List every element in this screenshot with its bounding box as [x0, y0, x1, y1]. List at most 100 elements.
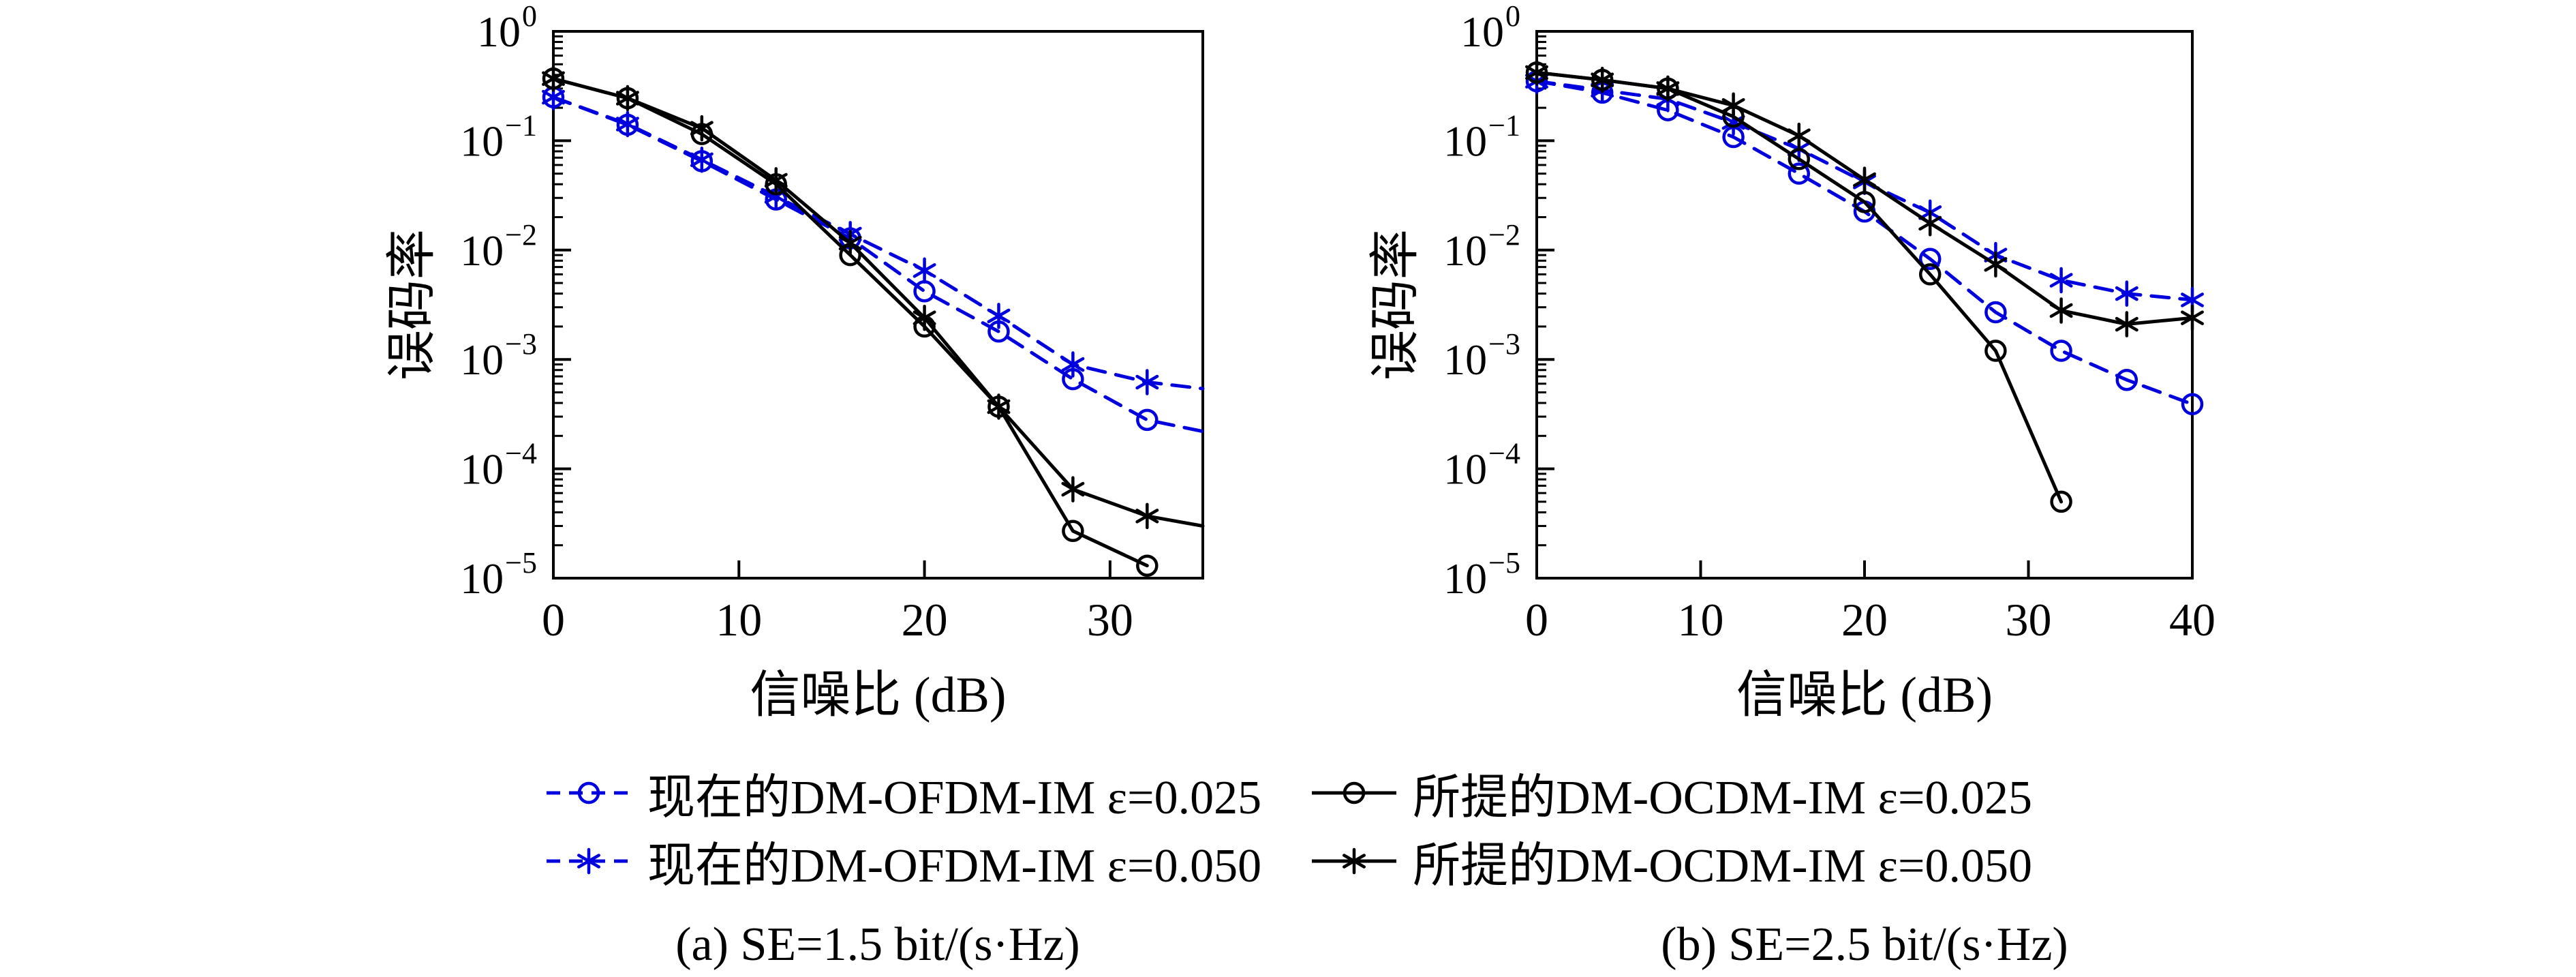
legend-label: 现在的DM-OFDM-IM ε=0.050: [647, 839, 1262, 892]
legend-row-2: 现在的DM-OFDM-IM ε=0.050 所提的DM-OCDM-IM ε=0.…: [544, 832, 2032, 892]
series-ocdm-0025-circle-marker-icon: [1918, 263, 1942, 286]
series-ofdm-0050-star-marker-icon: [690, 147, 714, 173]
y-tick-label: 100: [1460, 0, 1520, 56]
x-tick-label: 30: [1087, 594, 1133, 646]
series-ofdm-0025-circle-marker-icon: [2050, 340, 2072, 362]
series-ocdm-0050-star-marker-icon: [1591, 66, 1614, 93]
y-axis-label: 误码率: [384, 229, 440, 380]
x-tick-label: 10: [716, 594, 762, 646]
legend-sample-circle-marker-icon: [1343, 781, 1366, 805]
series-ofdm-0050-line: [551, 95, 1205, 391]
series-ofdm-0025-circle-marker-icon: [1788, 162, 1811, 185]
y-tick-label: 10−3: [1443, 327, 1520, 384]
series-ofdm-0050-star-marker-icon: [987, 303, 1011, 329]
series-ofdm-0050-star-marker-icon: [2049, 267, 2073, 294]
y-axis-ticks: 100 10−1 10−2 10−3 10−4 10−5: [1443, 0, 1554, 603]
series-ofdm-0050-star-marker-icon: [1061, 351, 1085, 378]
series-ocdm-0050-star-marker-icon: [987, 393, 1011, 420]
axes-box: [1535, 30, 2194, 580]
series-ocdm-0050-star-marker-icon: [1061, 476, 1085, 502]
series-ofdm-0050-star-marker-icon: [1135, 369, 1159, 395]
series-ofdm-0025-circle-marker-icon: [1984, 301, 2007, 324]
series-ocdm-0050-star-marker-icon: [690, 115, 714, 142]
series-ocdm-0025-circle-marker-icon: [2050, 490, 2072, 513]
series-ocdm-0025-circle-marker-icon: [1788, 148, 1811, 170]
series-ocdm-0050-star-marker-icon: [2115, 311, 2138, 337]
y-tick-label: 10−4: [1443, 437, 1520, 494]
series-ofdm-0025-circle-marker-icon: [2115, 368, 2138, 391]
series-ocdm-0050-star-marker-icon: [838, 230, 862, 256]
x-tick-label: 0: [542, 594, 565, 646]
caption-b: (b) SE=2.5 bit/(s·Hz): [1661, 918, 2068, 971]
series-ocdm-0050-star-marker-icon: [1918, 210, 1942, 237]
x-axis-ticks: 0 10 20 30: [542, 560, 1133, 646]
legend-sample-solid-circle-icon: [1312, 781, 1397, 805]
legend-sample-solid-star-icon: [1312, 847, 1397, 875]
series-ofdm-0050-star-marker-icon: [615, 110, 639, 138]
legend-item-ofdm-0025: 现在的DM-OFDM-IM ε=0.025: [544, 759, 1261, 828]
y-tick-label: 10−3: [460, 327, 537, 384]
series-ofdm-0025-line: [1535, 79, 2194, 406]
series-ocdm-0050: [542, 65, 1205, 530]
x-axis-ticks: 0 10 20 30 40: [1525, 560, 2215, 646]
series-ocdm-0050-star-marker-icon: [1853, 166, 1876, 193]
y-tick-label: 10−5: [1443, 546, 1520, 603]
y-tick-label: 10−2: [1443, 218, 1520, 275]
y-axis-label: 误码率: [1368, 229, 1424, 380]
captions: (a) SE=1.5 bit/(s·Hz) (b) SE=2.5 bit/(s·…: [0, 918, 2576, 977]
y-tick-label: 10−5: [460, 546, 537, 603]
series-ocdm-0050-star-marker-icon: [2181, 304, 2204, 331]
axes-box: [552, 30, 1204, 580]
series-ocdm-0025-circle-marker-icon: [1984, 340, 2007, 362]
series-ocdm-0050-star-marker-icon: [1721, 92, 1745, 119]
y-tick-label: 10−4: [460, 437, 537, 494]
series-ofdm-0025-circle-marker-icon: [1918, 247, 1942, 271]
x-tick-label: 20: [902, 594, 948, 646]
x-axis-label: 信噪比 (dB): [750, 667, 1006, 723]
legend-label: 所提的DM-OCDM-IM ε=0.050: [1413, 839, 2032, 892]
y-tick-label: 100: [477, 0, 537, 56]
series-ofdm-0050-star-marker-icon: [913, 257, 936, 284]
series-ofdm-0050-star-marker-icon: [2115, 280, 2138, 307]
series-ocdm-0050-star-marker-icon: [764, 167, 788, 194]
legend-sample-star-marker-icon: [1343, 847, 1366, 875]
legend-item-ofdm-0050: 现在的DM-OFDM-IM ε=0.050: [544, 827, 1261, 896]
x-tick-label: 40: [2169, 594, 2215, 646]
series-ocdm-0050-star-marker-icon: [913, 304, 936, 331]
caption-a: (a) SE=1.5 bit/(s·Hz): [675, 918, 1080, 971]
series-ocdm-0050-star-marker-icon: [1135, 502, 1159, 530]
legend-row-1: 现在的DM-OFDM-IM ε=0.025 所提的DM-OCDM-IM ε=0.…: [544, 764, 2032, 824]
series-ofdm-0025: [1525, 70, 2204, 416]
series-ofdm-0025-line: [551, 95, 1205, 434]
series-ofdm-0025-circle-marker-icon: [1136, 408, 1159, 432]
y-tick-label: 10−1: [460, 108, 537, 165]
series-ocdm-0050: [1525, 59, 2204, 337]
series-ofdm-0050: [542, 84, 1205, 395]
legend-sample-dashed-star-icon: [547, 847, 631, 875]
x-tick-label: 10: [1678, 594, 1724, 646]
series-ocdm-0050-star-marker-icon: [1656, 75, 1680, 102]
x-tick-label: 30: [2006, 594, 2052, 646]
series-ocdm-0050-star-marker-icon: [1787, 122, 1811, 149]
series-ocdm-0050-star-marker-icon: [2049, 297, 2073, 324]
plot-a: 100 10−1 10−2 10−3 10−4 10−50 10 20 30 信噪比 (dB) 误码…: [384, 0, 1205, 723]
y-tick-label: 10−2: [460, 218, 537, 275]
series-ocdm-0050-star-marker-icon: [1984, 251, 2008, 278]
legend-sample-circle-marker-icon: [577, 781, 600, 805]
legend-item-ocdm-0025: 所提的DM-OCDM-IM ε=0.025: [1309, 759, 2032, 828]
series-ofdm-0025-circle-marker-icon: [2181, 393, 2204, 416]
series-ocdm-0050-line: [551, 76, 1205, 528]
series-ocdm-0050-star-marker-icon: [615, 85, 639, 112]
legend-sample-star-marker-icon: [577, 847, 600, 875]
legend-label: 所提的DM-OCDM-IM ε=0.025: [1413, 771, 2032, 824]
plot-b: 100 10−1 10−2 10−3 10−4 10−50 10 20 30 40 信噪比 (dB)…: [1368, 0, 2215, 723]
legend-item-ocdm-0050: 所提的DM-OCDM-IM ε=0.050: [1309, 827, 2032, 896]
legend: 现在的DM-OFDM-IM ε=0.025 所提的DM-OCDM-IM ε=0.…: [0, 764, 2576, 892]
y-tick-label: 10−1: [1443, 108, 1520, 165]
x-axis-label: 信噪比 (dB): [1736, 667, 1993, 723]
y-axis-ticks: 100 10−1 10−2 10−3 10−4 10−5: [460, 0, 571, 603]
series-ocdm-0025: [542, 67, 1159, 577]
legend-label: 现在的DM-OFDM-IM ε=0.025: [647, 771, 1262, 824]
